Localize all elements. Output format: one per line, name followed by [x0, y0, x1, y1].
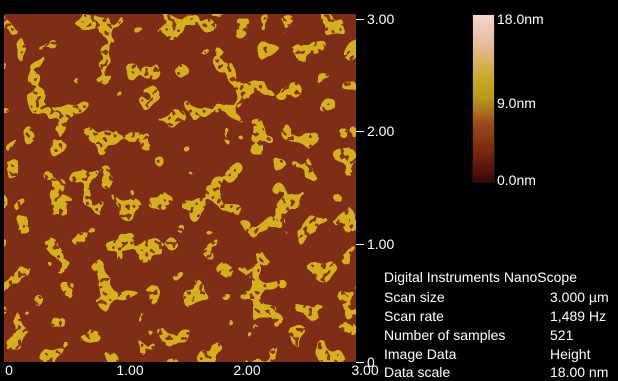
info-label: Scan size — [384, 289, 445, 305]
afm-height-image — [4, 14, 356, 362]
y-tick-2 — [356, 131, 364, 132]
info-label: Scan rate — [384, 308, 444, 324]
colorbar-max-label: 18.0nm — [497, 11, 544, 27]
x-tick-label-2: 2.00 — [233, 362, 261, 378]
y-tick-label-3: 3.00 — [367, 11, 395, 27]
info-value: Height — [550, 346, 591, 362]
colorbar-min-label: 0.0nm — [497, 172, 536, 188]
x-tick-label-1: 1.00 — [116, 362, 144, 378]
height-color-scale-bar — [472, 14, 495, 183]
y-tick-3 — [356, 19, 364, 20]
info-label: Data scale — [384, 364, 451, 380]
info-value: 1,489 Hz — [550, 308, 607, 324]
info-label: Image Data — [384, 346, 457, 362]
y-tick-label-0: 0 — [367, 354, 375, 370]
info-value: 521 — [550, 327, 574, 343]
colorbar-mid-label: 9.0nm — [497, 95, 536, 111]
y-tick-label-2: 2.00 — [367, 123, 395, 139]
info-label: Number of samples — [384, 327, 506, 343]
info-value: 18.00 nm — [550, 364, 609, 380]
x-tick-label-3: 3.00 — [351, 362, 379, 378]
x-tick-label-0: 0 — [5, 362, 13, 378]
y-tick-1 — [356, 244, 364, 245]
info-value: 3.000 µm — [550, 289, 609, 305]
y-tick-0 — [356, 362, 364, 363]
y-tick-label-1: 1.00 — [367, 236, 395, 252]
instrument-title: Digital Instruments NanoScope — [384, 269, 577, 285]
